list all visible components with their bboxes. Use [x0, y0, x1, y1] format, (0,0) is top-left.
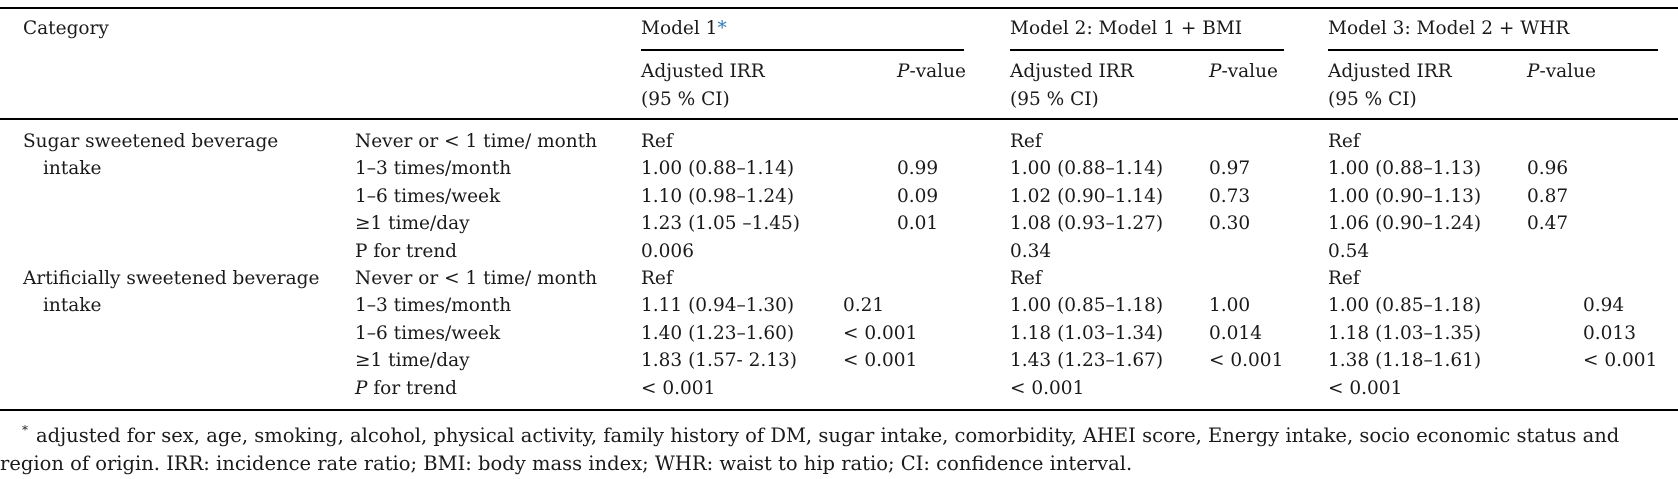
header-model1-label: Model 1 [641, 18, 718, 39]
m3-irr-cell: Ref [1328, 268, 1360, 289]
m3-irr-cell: 1.00 (0.88–1.13) [1328, 158, 1482, 179]
footnote-text-line1: adjusted for sex, age, smoking, alcohol,… [36, 424, 1620, 447]
m1-irr-header-line2: (95 % CI) [641, 89, 730, 110]
group-name-line2: intake [43, 158, 102, 179]
m1-irr-cell: Ref [641, 268, 673, 289]
m2-irr-cell: 1.02 (0.90–1.14) [1010, 186, 1164, 207]
header-model2: Model 2: Model 1 + BMI [1010, 18, 1243, 39]
m2-p-cell: 0.97 [1209, 158, 1251, 179]
group-name-line2: intake [43, 295, 102, 316]
row-label: ≥1 time/day [355, 350, 470, 371]
m1-p-header: P-value [897, 61, 966, 83]
m1-p-cell: < 0.001 [843, 350, 918, 371]
m2-irr-cell: 1.18 (1.03–1.34) [1010, 323, 1164, 344]
m1-p-cell: 0.01 [897, 213, 939, 234]
m3-irr-cell: 1.18 (1.03–1.35) [1328, 323, 1482, 344]
m3-irr-cell: 1.00 (0.85–1.18) [1328, 295, 1482, 316]
row-label: 1–6 times/week [355, 186, 501, 207]
m2-p-cell: 1.00 [1209, 295, 1251, 316]
m2-irr-cell: 1.00 (0.85–1.18) [1010, 295, 1164, 316]
row-label-italic: P [355, 378, 368, 399]
p-italic: P [897, 61, 910, 82]
row-label: P for trend [355, 378, 457, 400]
m1-irr-cell: 1.40 (1.23–1.60) [641, 323, 795, 344]
m1-trend-cell: < 0.001 [641, 378, 716, 399]
row-label: P for trend [355, 241, 458, 262]
table-top-rule [0, 7, 1678, 9]
m2-p-header: P-value [1209, 61, 1278, 83]
m3-irr-cell: 1.00 (0.90–1.13) [1328, 186, 1482, 207]
m3-p-cell: 0.87 [1527, 186, 1569, 207]
m2-irr-header-line1: Adjusted IRR [1010, 61, 1134, 82]
header-model1: Model 1* [641, 18, 727, 40]
header-model3: Model 3: Model 2 + WHR [1328, 18, 1570, 39]
row-label: Never or < 1 time/ month [355, 268, 598, 289]
m3-irr-cell: 1.06 (0.90–1.24) [1328, 213, 1482, 234]
m3-trend-cell: 0.54 [1328, 241, 1370, 262]
m3-irr-header-line2: (95 % CI) [1328, 89, 1417, 110]
m3-p-cell: 0.94 [1583, 295, 1625, 316]
model2-underline [1010, 49, 1284, 51]
m2-irr-cell: Ref [1010, 131, 1042, 152]
p-suffix: -value [1539, 61, 1596, 82]
m3-p-header: P-value [1527, 61, 1596, 83]
group-name-line1: Artificially sweetened beverage [23, 268, 320, 289]
model1-footnote-marker: * [717, 18, 727, 39]
m1-irr-header-line1: Adjusted IRR [641, 61, 765, 82]
m3-trend-cell: < 0.001 [1328, 378, 1403, 399]
row-label-rest: for trend [367, 378, 458, 399]
m1-p-cell: 0.21 [843, 295, 885, 316]
m2-irr-header-line2: (95 % CI) [1010, 89, 1099, 110]
m2-p-cell: < 0.001 [1209, 350, 1284, 371]
m1-p-cell: < 0.001 [843, 323, 918, 344]
m2-p-cell: 0.014 [1209, 323, 1262, 344]
footnote-marker: * [22, 423, 28, 437]
m2-irr-cell: 1.00 (0.88–1.14) [1010, 158, 1164, 179]
m1-trend-cell: 0.006 [641, 241, 694, 262]
row-label: 1–6 times/week [355, 323, 501, 344]
m1-irr-cell: Ref [641, 131, 673, 152]
p-italic: P [1209, 61, 1222, 82]
p-italic: P [1527, 61, 1540, 82]
m2-irr-cell: 1.08 (0.93–1.27) [1010, 213, 1164, 234]
footnote-line2: region of origin. IRR: incidence rate ra… [0, 452, 1133, 475]
model3-underline [1328, 49, 1658, 51]
m3-irr-cell: Ref [1328, 131, 1360, 152]
m1-irr-cell: 1.11 (0.94–1.30) [641, 295, 795, 316]
m2-p-cell: 0.30 [1209, 213, 1251, 234]
p-suffix: -value [909, 61, 966, 82]
m1-irr-cell: 1.00 (0.88–1.14) [641, 158, 795, 179]
row-label: Never or < 1 time/ month [355, 131, 598, 152]
row-label: 1–3 times/month [355, 158, 512, 179]
header-category: Category [23, 18, 109, 39]
m3-p-cell: 0.013 [1583, 323, 1636, 344]
table-bottom-rule [0, 409, 1678, 411]
m3-irr-header-line1: Adjusted IRR [1328, 61, 1452, 82]
m2-p-cell: 0.73 [1209, 186, 1251, 207]
m3-irr-cell: 1.38 (1.18–1.61) [1328, 350, 1482, 371]
table-footnote: * adjusted for sex, age, smoking, alcohol… [0, 416, 1678, 478]
row-label: ≥1 time/day [355, 213, 470, 234]
m1-irr-cell: 1.83 (1.57- 2.13) [641, 350, 798, 371]
header-bottom-rule [0, 118, 1678, 120]
m2-trend-cell: 0.34 [1010, 241, 1052, 262]
m1-p-cell: 0.09 [897, 186, 939, 207]
footnote-line1: * adjusted for sex, age, smoking, alcohol… [0, 416, 1678, 450]
m2-irr-cell: 1.43 (1.23–1.67) [1010, 350, 1164, 371]
group-name-line1: Sugar sweetened beverage [23, 131, 279, 152]
model1-underline [641, 49, 964, 51]
m3-p-cell: 0.96 [1527, 158, 1569, 179]
m2-irr-cell: Ref [1010, 268, 1042, 289]
m1-p-cell: 0.99 [897, 158, 939, 179]
m2-trend-cell: < 0.001 [1010, 378, 1085, 399]
row-label: 1–3 times/month [355, 295, 512, 316]
m3-p-cell: < 0.001 [1583, 350, 1658, 371]
m3-p-cell: 0.47 [1527, 213, 1569, 234]
m1-irr-cell: 1.23 (1.05 –1.45) [641, 213, 801, 234]
p-suffix: -value [1221, 61, 1278, 82]
m1-irr-cell: 1.10 (0.98–1.24) [641, 186, 795, 207]
